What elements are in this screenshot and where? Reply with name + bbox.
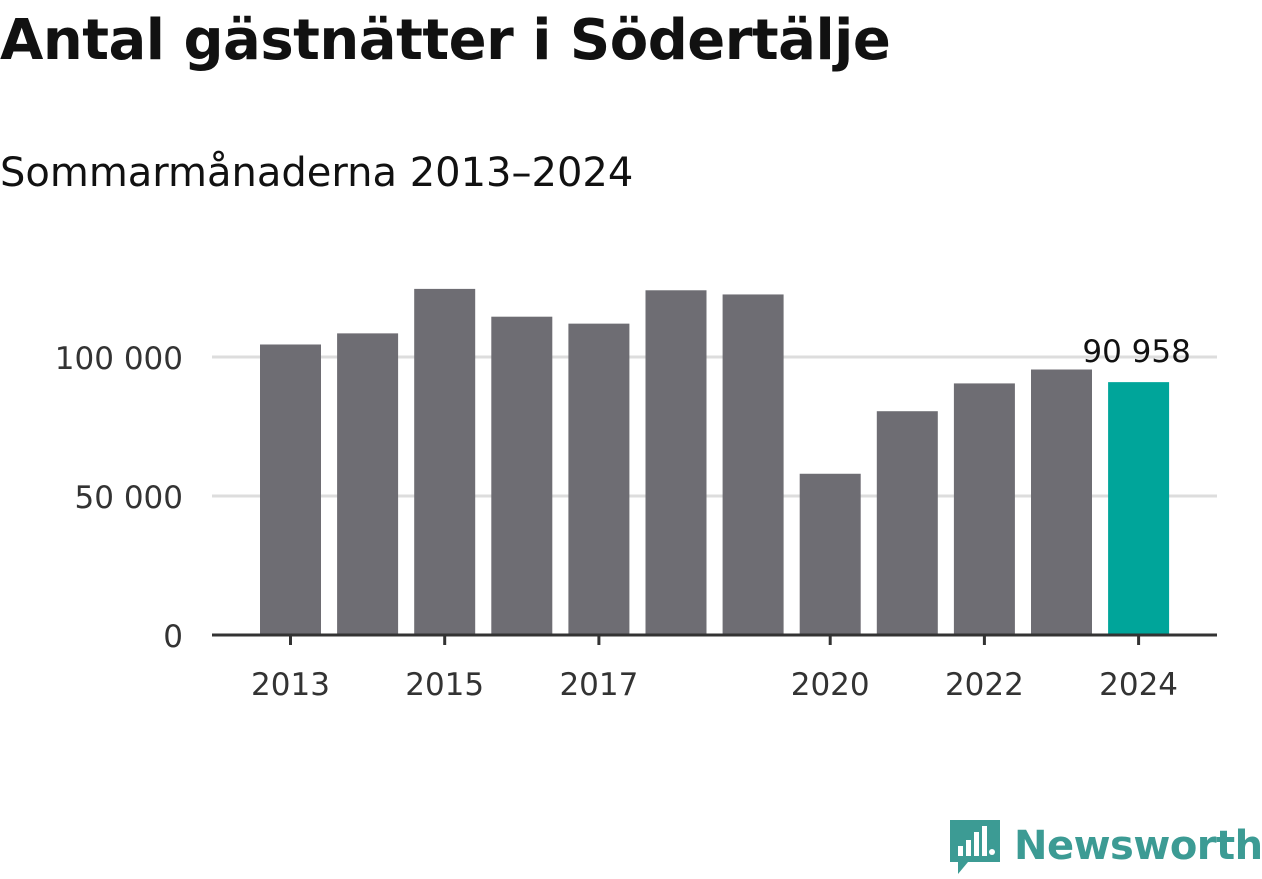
bar-2013: [260, 344, 321, 635]
newsworthy-logo-icon: [950, 820, 1000, 874]
y-tick-label: 0: [163, 619, 183, 655]
bar-2023: [1031, 369, 1092, 635]
y-tick-label: 50 000: [75, 480, 183, 516]
bar-2015: [414, 288, 476, 635]
bar-2020: [799, 473, 861, 635]
bar-2021: [876, 411, 938, 635]
data-label: 90 958: [1082, 334, 1190, 370]
bar-2014: [337, 333, 399, 635]
brand-name: Newsworthy: [1014, 823, 1262, 869]
bar-2016: [491, 316, 553, 635]
brand-logo: Newsworthy: [950, 818, 1262, 874]
x-tick-label: 2020: [791, 667, 870, 703]
bar-2022: [953, 383, 1015, 635]
y-tick-label: 100 000: [55, 341, 183, 377]
chart-subtitle: Sommarmånaderna 2013–2024: [0, 150, 634, 196]
x-tick-label: 2017: [559, 667, 638, 703]
x-tick-label: 2015: [405, 667, 484, 703]
x-tick-label: 2024: [1099, 667, 1178, 703]
x-tick-label: 2013: [251, 667, 330, 703]
bar-2018: [645, 290, 707, 635]
chart-title: Antal gästnätter i Södertälje: [0, 8, 891, 73]
x-tick-label: 2022: [945, 667, 1024, 703]
bar-2017: [568, 323, 630, 635]
bar-2019: [722, 294, 784, 635]
bar-2024: [1108, 382, 1170, 635]
